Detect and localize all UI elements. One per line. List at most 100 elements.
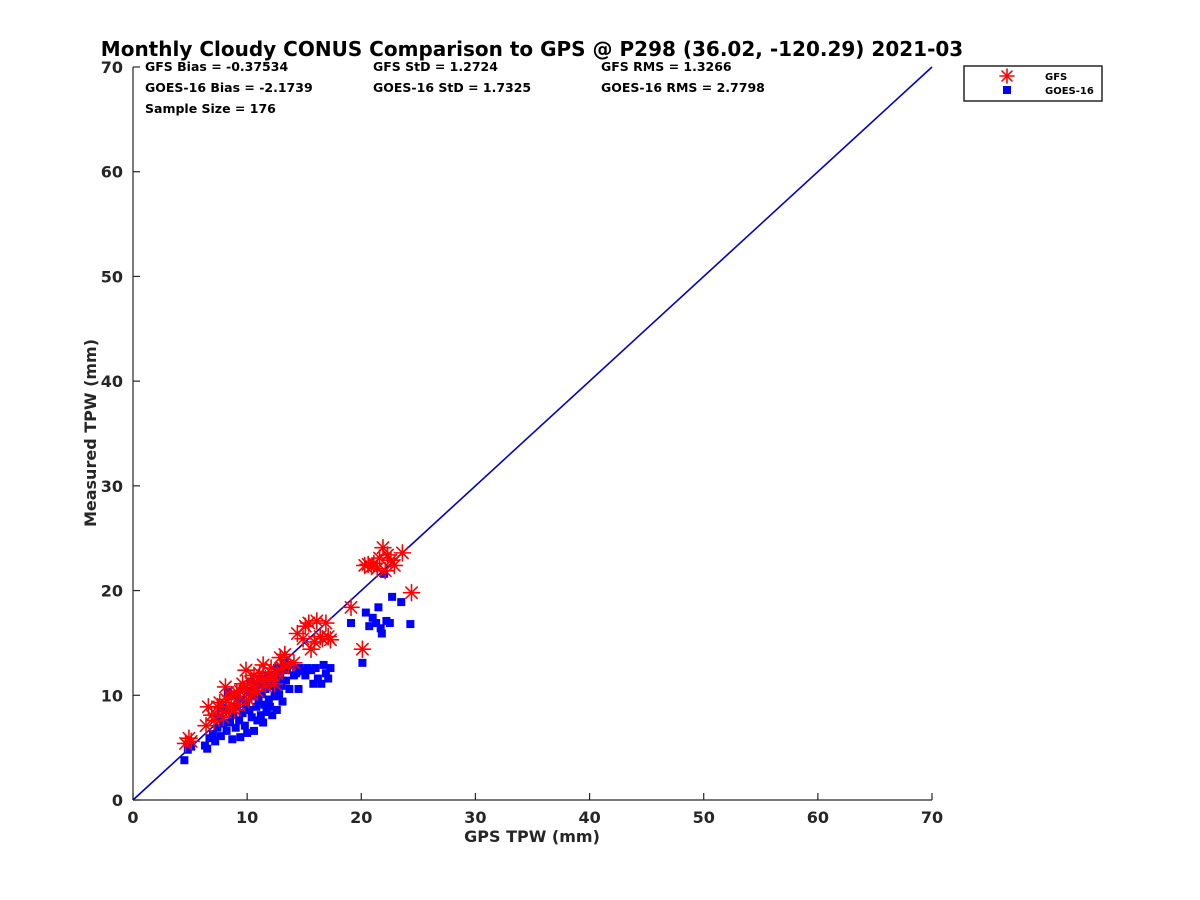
x-axis-label: GPS TPW (mm) [464, 827, 600, 846]
x-tick-label: 20 [350, 808, 372, 827]
goes16-std-stat: GOES-16 StD = 1.7325 [373, 80, 531, 95]
goes16-point [228, 735, 237, 744]
one-to-one-line [132, 66, 933, 801]
goes16-point [264, 695, 273, 704]
goes16-point [238, 709, 247, 718]
goes16-point [240, 721, 249, 730]
goes16-point [211, 737, 220, 746]
y-tick-label: 30 [101, 477, 123, 496]
y-tick-label: 60 [101, 163, 123, 182]
legend-gfs-label: GFS [1045, 72, 1067, 83]
gfs-point [231, 682, 250, 700]
goes16-point [313, 674, 322, 683]
goes16-point [265, 702, 274, 711]
goes16-point [301, 671, 310, 680]
goes16-point [380, 569, 389, 578]
goes16-point [368, 613, 377, 622]
goes16-point [259, 718, 268, 727]
goes16-point [254, 697, 263, 706]
gfs-point [182, 732, 201, 751]
gfs-point [245, 677, 263, 695]
goes16-point [347, 619, 356, 628]
goes16-point [229, 711, 238, 720]
x-tick-label: 0 [127, 808, 138, 827]
axis-ticks: 0 10 20 30 40 50 60 70 0 10 20 30 40 50 60 70 [101, 58, 943, 827]
legend-box [963, 65, 1103, 102]
sample-size-stat: Sample Size = 176 [145, 101, 276, 116]
goes16-point [257, 690, 266, 699]
goes16-point [309, 679, 318, 688]
goes16-point [203, 744, 212, 753]
goes16-point [260, 700, 269, 709]
goes16-point [397, 598, 406, 607]
goes16-point [299, 667, 308, 676]
goes16-point [292, 669, 301, 678]
goes16-point [388, 592, 397, 601]
y-tick-label: 0 [112, 791, 123, 810]
x-tick-label: 40 [578, 808, 600, 827]
x-tick-label: 30 [464, 808, 486, 827]
goes16-point [180, 756, 189, 765]
y-axis-label: Measured TPW (mm) [81, 339, 100, 527]
goes16-point [262, 708, 271, 717]
goes16-point [247, 713, 256, 722]
goes16-point [319, 660, 328, 669]
gfs-point [321, 630, 340, 649]
x-tick-label: 10 [236, 808, 258, 827]
gfs-point [317, 614, 335, 632]
goes16-point [372, 619, 381, 628]
gfs-point [294, 629, 312, 648]
goes16-point [385, 619, 394, 628]
legend-goes16-label: GOES-16 [1045, 86, 1094, 97]
goes16-point [277, 681, 286, 690]
goes16-point [236, 733, 245, 742]
goes16-point [249, 726, 258, 735]
goes16-point [216, 732, 225, 741]
x-tick-label: 60 [807, 808, 829, 827]
gfs-point [285, 654, 303, 672]
goes16-point [279, 658, 288, 667]
y-tick-label: 70 [101, 58, 123, 77]
gfs-point [197, 716, 215, 735]
y-tick-label: 10 [101, 686, 123, 705]
goes16-point [213, 723, 222, 732]
gfs-point [302, 640, 320, 659]
x-tick-label: 50 [693, 808, 715, 827]
goes16-point [324, 674, 333, 683]
goes16-rms-stat: GOES-16 RMS = 2.7798 [601, 80, 765, 95]
goes16-point [268, 711, 277, 720]
goes16-point [226, 718, 235, 727]
goes16-point [406, 620, 415, 629]
goes16-point [317, 679, 326, 688]
legend-gfs-marker [999, 68, 1015, 84]
goes16-point [205, 734, 214, 743]
goes16-point [321, 669, 330, 678]
goes16-point [358, 658, 367, 667]
legend: GFS GOES-16 [963, 65, 1103, 102]
gfs-bias-stat: GFS Bias = -0.37534 [145, 59, 288, 74]
goes16-point [273, 674, 282, 683]
gfs-point [353, 640, 372, 659]
goes16-bias-stat: GOES-16 Bias = -2.1739 [145, 80, 313, 95]
goes16-point [281, 676, 290, 685]
goes16-point [253, 716, 262, 725]
gfs-point [230, 695, 248, 714]
goes16-point [272, 705, 281, 714]
legend-gfs-asterisk [999, 68, 1015, 84]
goes16-point [283, 666, 292, 675]
statistics-block: GFS Bias = -0.37534 GFS StD = 1.2724 GFS… [145, 59, 765, 116]
goes16-point [252, 702, 261, 711]
goes16-point [374, 603, 383, 612]
y-tick-label: 40 [101, 372, 123, 391]
goes16-point [377, 629, 386, 638]
gfs-point [256, 669, 275, 688]
goes16-point [361, 608, 370, 617]
goes16-point [243, 728, 252, 737]
gfs-point [214, 708, 232, 727]
legend-goes16-marker [1003, 86, 1011, 94]
goes16-point [270, 692, 279, 701]
goes16-point [285, 685, 294, 694]
goes16-point [222, 726, 231, 735]
y-tick-label: 20 [101, 582, 123, 601]
